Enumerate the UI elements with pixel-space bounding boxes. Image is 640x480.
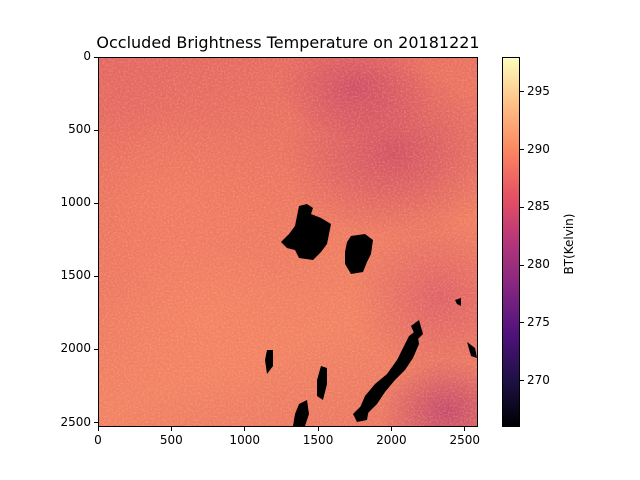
colorbar-tick-mark [520, 380, 524, 382]
y-tick-mark [94, 275, 98, 277]
x-tick-label: 2000 [376, 433, 407, 447]
colorbar-tick-mark [520, 322, 524, 324]
colorbar-tick-label: 270 [527, 372, 550, 387]
colorbar-tick-mark [520, 91, 524, 93]
x-tick-label: 2500 [449, 433, 481, 447]
x-tick-mark [317, 427, 319, 431]
x-tick-mark [97, 427, 99, 431]
colorbar-tick-label: 290 [527, 141, 550, 156]
y-tick-mark [94, 202, 98, 204]
y-tick-label: 2500 [60, 414, 91, 429]
x-tick-label: 500 [159, 433, 183, 447]
chart-title: Occluded Brightness Temperature on 20181… [96, 33, 480, 52]
colorbar-label: BT(Kelvin) [562, 213, 576, 275]
x-tick-label: 0 [94, 433, 102, 447]
x-tick-mark [244, 427, 246, 431]
x-tick-mark [390, 427, 392, 431]
y-tick-label: 1500 [60, 268, 91, 283]
heatmap-plot-area [98, 57, 478, 427]
colorbar-tick-label: 280 [527, 257, 550, 272]
y-tick-label: 1000 [60, 195, 91, 210]
colorbar-tick-mark [520, 149, 524, 150]
occluded-regions [265, 204, 477, 426]
colorbar-tick-label: 295 [527, 83, 550, 98]
colorbar-tick-label: 285 [527, 199, 550, 214]
y-tick-label: 0 [83, 49, 91, 63]
colorbar [502, 57, 520, 427]
x-tick-mark [464, 427, 466, 431]
y-tick-mark [94, 348, 98, 350]
x-tick-label: 1500 [302, 433, 334, 447]
y-tick-label: 2000 [60, 341, 91, 356]
y-tick-label: 500 [68, 122, 91, 137]
x-tick-mark [170, 427, 172, 431]
colorbar-tick-mark [520, 206, 524, 208]
y-tick-mark [94, 56, 98, 58]
x-tick-label: 1000 [229, 433, 260, 447]
heatmap-texture [99, 58, 477, 426]
y-tick-mark [94, 129, 98, 131]
colorbar-tick-mark [520, 264, 524, 266]
colorbar-tick-label: 275 [527, 314, 550, 329]
y-tick-mark [94, 422, 98, 424]
